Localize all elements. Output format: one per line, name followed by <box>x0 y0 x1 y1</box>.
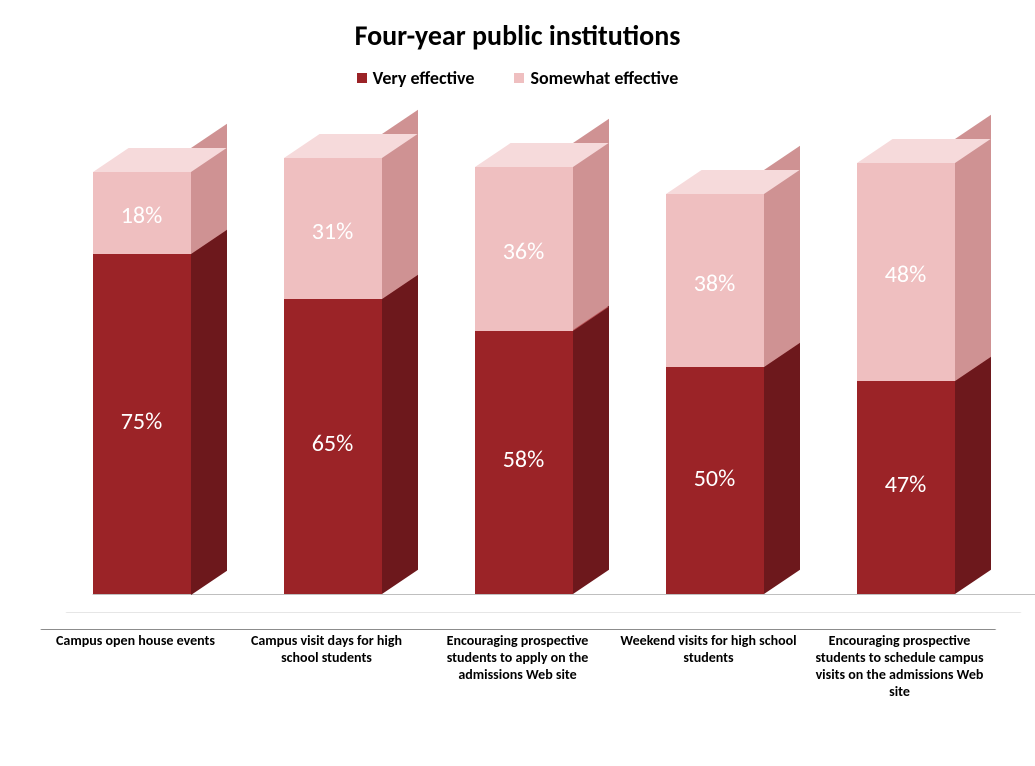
bar-segment-somewhat-effective: 18% <box>93 172 191 254</box>
bar: 47%48% <box>857 163 955 594</box>
legend-item-somewhat-effective: Somewhat effective <box>514 67 678 89</box>
bar-front <box>666 194 764 367</box>
bar-front <box>93 172 191 254</box>
legend-swatch-somewhat-effective <box>514 73 524 83</box>
bar-segment-very-effective: 47% <box>857 381 955 594</box>
bar-segment-very-effective: 75% <box>93 254 191 595</box>
chart-container: Four-year public institutions Very effec… <box>0 0 1035 766</box>
bar-segment-somewhat-effective: 38% <box>666 194 764 367</box>
bar-side <box>382 251 418 594</box>
bar-front <box>93 254 191 595</box>
legend-item-very-effective: Very effective <box>357 67 475 89</box>
bar: 50%38% <box>666 194 764 594</box>
bar-front <box>284 158 382 299</box>
plot-area: 75%18% 65%31% 58%36% 50%38% 47%48% <box>40 140 995 630</box>
bar-front <box>475 167 573 330</box>
x-axis-labels: Campus open house eventsCampus visit day… <box>40 632 995 700</box>
legend-label-very-effective: Very effective <box>373 67 475 89</box>
bar: 65%31% <box>284 158 382 594</box>
bar-side <box>191 205 227 594</box>
bar-segment-very-effective: 50% <box>666 367 764 594</box>
bar-segment-very-effective: 65% <box>284 299 382 594</box>
x-axis-label: Campus open house events <box>40 632 231 700</box>
x-axis-label: Encouraging prospective students to appl… <box>422 632 613 700</box>
x-axis-label: Weekend visits for high school students <box>613 632 804 700</box>
bar-segment-somewhat-effective: 31% <box>284 158 382 299</box>
bar-front <box>857 163 955 381</box>
legend-label-somewhat-effective: Somewhat effective <box>530 67 678 89</box>
bar-segment-very-effective: 58% <box>475 331 573 594</box>
bar-front <box>475 331 573 594</box>
bar-front <box>284 299 382 594</box>
legend: Very effective Somewhat effective <box>0 67 1035 89</box>
bar-segment-somewhat-effective: 36% <box>475 167 573 330</box>
chart-floor <box>40 594 1035 630</box>
x-axis-label: Encouraging prospective students to sche… <box>804 632 995 700</box>
bar: 58%36% <box>475 167 573 594</box>
x-axis-label: Campus visit days for high school studen… <box>231 632 422 700</box>
bar-segment-somewhat-effective: 48% <box>857 163 955 381</box>
bar: 75%18% <box>93 172 191 594</box>
chart-title: Four-year public institutions <box>0 0 1035 53</box>
bar-front <box>666 367 764 594</box>
bar-side <box>573 282 609 594</box>
bar-front <box>857 381 955 594</box>
legend-swatch-very-effective <box>357 73 367 83</box>
